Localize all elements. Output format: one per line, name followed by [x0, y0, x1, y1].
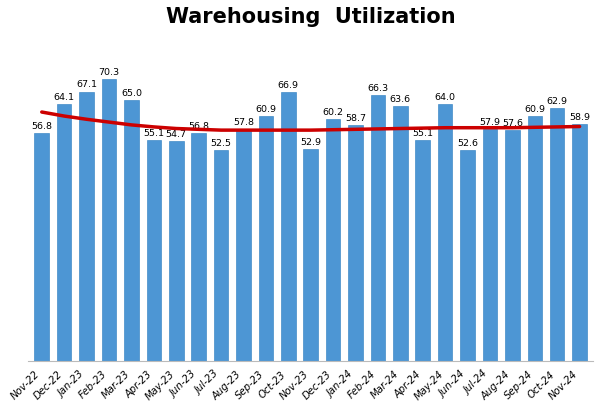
- Bar: [572, 124, 587, 362]
- Text: 56.8: 56.8: [188, 122, 209, 131]
- Text: 70.3: 70.3: [98, 67, 119, 76]
- Bar: [146, 140, 161, 362]
- Text: 52.6: 52.6: [457, 139, 478, 148]
- Bar: [527, 117, 542, 362]
- Text: 52.9: 52.9: [300, 137, 321, 146]
- Bar: [460, 150, 475, 362]
- Text: 62.9: 62.9: [547, 97, 568, 106]
- Text: 65.0: 65.0: [121, 89, 142, 98]
- Text: 58.9: 58.9: [569, 113, 590, 122]
- Text: 64.1: 64.1: [53, 92, 74, 101]
- Bar: [438, 104, 452, 362]
- Bar: [326, 119, 340, 362]
- Text: 60.9: 60.9: [524, 106, 545, 115]
- Text: 66.3: 66.3: [367, 84, 388, 93]
- Bar: [348, 125, 363, 362]
- Text: 54.7: 54.7: [166, 130, 187, 139]
- Text: 56.8: 56.8: [31, 122, 52, 131]
- Bar: [124, 100, 139, 362]
- Bar: [169, 142, 184, 362]
- Bar: [34, 133, 49, 362]
- Text: 55.1: 55.1: [412, 129, 433, 138]
- Text: 57.8: 57.8: [233, 118, 254, 127]
- Bar: [415, 140, 430, 362]
- Bar: [191, 133, 206, 362]
- Text: 60.9: 60.9: [256, 106, 277, 115]
- Text: 66.9: 66.9: [278, 81, 299, 90]
- Bar: [79, 92, 94, 362]
- Bar: [57, 103, 71, 362]
- Text: 60.2: 60.2: [323, 108, 344, 117]
- Text: 64.0: 64.0: [434, 93, 455, 102]
- Title: Warehousing  Utilization: Warehousing Utilization: [166, 7, 455, 27]
- Bar: [371, 95, 385, 362]
- Text: 57.9: 57.9: [479, 117, 500, 126]
- Bar: [259, 117, 273, 362]
- Bar: [236, 129, 251, 362]
- Text: 63.6: 63.6: [390, 94, 411, 103]
- Bar: [550, 108, 565, 362]
- Text: 52.5: 52.5: [211, 139, 232, 148]
- Text: 55.1: 55.1: [143, 129, 164, 138]
- Bar: [214, 150, 229, 362]
- Bar: [304, 148, 318, 362]
- Text: 57.6: 57.6: [502, 119, 523, 128]
- Bar: [482, 128, 497, 362]
- Bar: [281, 92, 296, 362]
- Text: 67.1: 67.1: [76, 81, 97, 90]
- Bar: [505, 130, 520, 362]
- Text: 58.7: 58.7: [345, 114, 366, 123]
- Bar: [393, 106, 407, 362]
- Bar: [102, 79, 116, 362]
